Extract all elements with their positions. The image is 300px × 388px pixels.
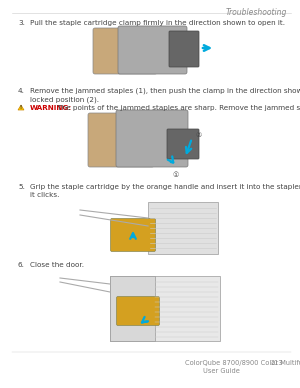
FancyBboxPatch shape	[88, 113, 154, 167]
Text: Close the door.: Close the door.	[30, 262, 84, 268]
Text: Pull the staple cartridge clamp firmly in the direction shown to open it.: Pull the staple cartridge clamp firmly i…	[30, 20, 285, 26]
FancyBboxPatch shape	[110, 218, 155, 251]
FancyBboxPatch shape	[118, 26, 187, 74]
Text: Remove the jammed staples (1), then push the clamp in the direction shown until : Remove the jammed staples (1), then push…	[30, 88, 300, 103]
FancyBboxPatch shape	[167, 129, 199, 159]
Text: Grip the staple cartridge by the orange handle and insert it into the stapler as: Grip the staple cartridge by the orange …	[30, 184, 300, 198]
FancyBboxPatch shape	[110, 276, 220, 341]
Text: Troubleshooting: Troubleshooting	[226, 8, 287, 17]
Text: WARNING:: WARNING:	[30, 105, 72, 111]
Text: ②: ②	[196, 132, 202, 138]
FancyBboxPatch shape	[93, 28, 157, 74]
Text: 5.: 5.	[18, 184, 25, 190]
Text: User Guide: User Guide	[202, 368, 239, 374]
Text: The points of the jammed staples are sharp. Remove the jammed staples carefully.: The points of the jammed staples are sha…	[55, 105, 300, 111]
FancyBboxPatch shape	[116, 110, 188, 167]
Text: 4.: 4.	[18, 88, 25, 94]
Polygon shape	[18, 105, 24, 110]
Text: 6.: 6.	[18, 262, 25, 268]
FancyBboxPatch shape	[148, 202, 218, 254]
FancyBboxPatch shape	[116, 296, 160, 326]
Text: 213: 213	[271, 360, 284, 366]
Text: 3.: 3.	[18, 20, 25, 26]
Text: ①: ①	[173, 172, 179, 178]
Text: ColorQube 8700/8900 Color Multifunction Printer: ColorQube 8700/8900 Color Multifunction …	[185, 360, 300, 366]
FancyBboxPatch shape	[169, 31, 199, 67]
Text: !: !	[20, 105, 22, 110]
FancyBboxPatch shape	[110, 276, 155, 341]
